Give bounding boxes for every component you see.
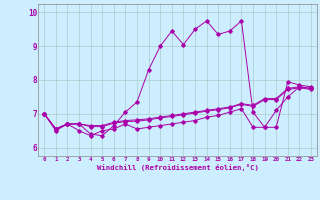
X-axis label: Windchill (Refroidissement éolien,°C): Windchill (Refroidissement éolien,°C) (97, 164, 259, 171)
